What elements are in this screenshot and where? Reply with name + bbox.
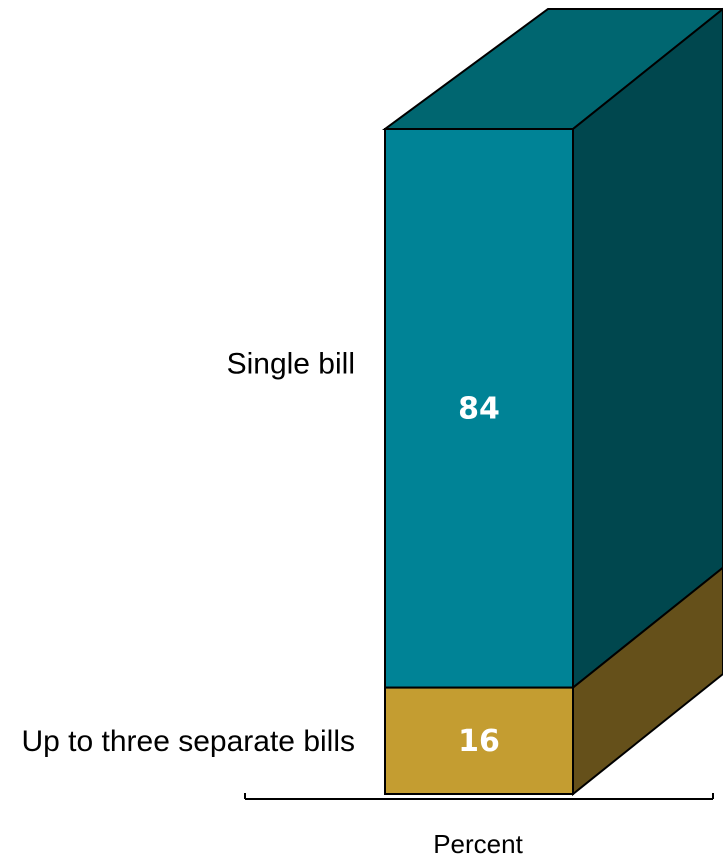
bar-3d [385, 9, 723, 794]
x-axis-label: Percent [433, 829, 523, 859]
value-label-separate-bills: 16 [458, 724, 500, 759]
category-label-single-bill: Single bill [227, 347, 355, 380]
value-label-single-bill: 84 [458, 391, 500, 426]
category-label-separate-bills: Up to three separate bills [21, 725, 355, 758]
